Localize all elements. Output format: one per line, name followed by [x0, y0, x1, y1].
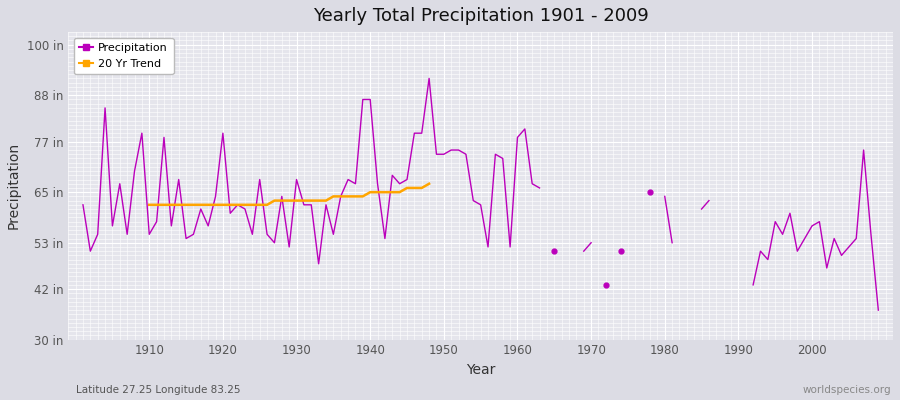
Text: worldspecies.org: worldspecies.org	[803, 385, 891, 395]
20 Yr Trend	[144, 202, 155, 207]
20 Yr Trend	[320, 198, 331, 203]
Y-axis label: Precipitation: Precipitation	[7, 142, 21, 230]
20 Yr Trend	[225, 202, 236, 207]
20 Yr Trend	[299, 198, 310, 203]
20 Yr Trend	[313, 198, 324, 203]
20 Yr Trend	[232, 202, 243, 207]
20 Yr Trend	[291, 198, 302, 203]
20 Yr Trend	[188, 202, 199, 207]
20 Yr Trend	[255, 202, 266, 207]
20 Yr Trend	[394, 190, 405, 194]
X-axis label: Year: Year	[466, 363, 495, 377]
20 Yr Trend	[417, 186, 428, 190]
Precipitation	[424, 76, 435, 81]
20 Yr Trend	[174, 202, 184, 207]
20 Yr Trend	[218, 202, 229, 207]
20 Yr Trend	[284, 198, 294, 203]
20 Yr Trend	[181, 202, 192, 207]
20 Yr Trend	[202, 202, 213, 207]
Text: Latitude 27.25 Longitude 83.25: Latitude 27.25 Longitude 83.25	[76, 385, 241, 395]
20 Yr Trend	[151, 202, 162, 207]
Precipitation	[291, 177, 302, 182]
20 Yr Trend	[239, 202, 250, 207]
20 Yr Trend	[409, 186, 419, 190]
Precipitation	[313, 261, 324, 266]
20 Yr Trend	[343, 194, 354, 199]
20 Yr Trend	[387, 190, 398, 194]
20 Yr Trend	[424, 181, 435, 186]
20 Yr Trend	[336, 194, 346, 199]
Precipitation	[77, 202, 88, 207]
Precipitation	[401, 177, 412, 182]
20 Yr Trend	[350, 194, 361, 199]
Title: Yearly Total Precipitation 1901 - 2009: Yearly Total Precipitation 1901 - 2009	[313, 7, 649, 25]
Precipitation	[202, 224, 213, 228]
20 Yr Trend	[210, 202, 220, 207]
20 Yr Trend	[372, 190, 382, 194]
20 Yr Trend	[247, 202, 257, 207]
Legend: Precipitation, 20 Yr Trend: Precipitation, 20 Yr Trend	[74, 38, 174, 74]
Precipitation	[526, 181, 537, 186]
20 Yr Trend	[306, 198, 317, 203]
20 Yr Trend	[269, 198, 280, 203]
20 Yr Trend	[328, 194, 338, 199]
20 Yr Trend	[364, 190, 375, 194]
Line: Precipitation: Precipitation	[83, 78, 540, 264]
20 Yr Trend	[262, 202, 273, 207]
Precipitation	[535, 186, 545, 190]
20 Yr Trend	[357, 194, 368, 199]
20 Yr Trend	[401, 186, 412, 190]
20 Yr Trend	[276, 198, 287, 203]
20 Yr Trend	[166, 202, 176, 207]
Precipitation	[218, 131, 229, 136]
20 Yr Trend	[380, 190, 391, 194]
20 Yr Trend	[195, 202, 206, 207]
20 Yr Trend	[158, 202, 169, 207]
Line: 20 Yr Trend: 20 Yr Trend	[149, 184, 429, 205]
Precipitation	[306, 202, 317, 207]
